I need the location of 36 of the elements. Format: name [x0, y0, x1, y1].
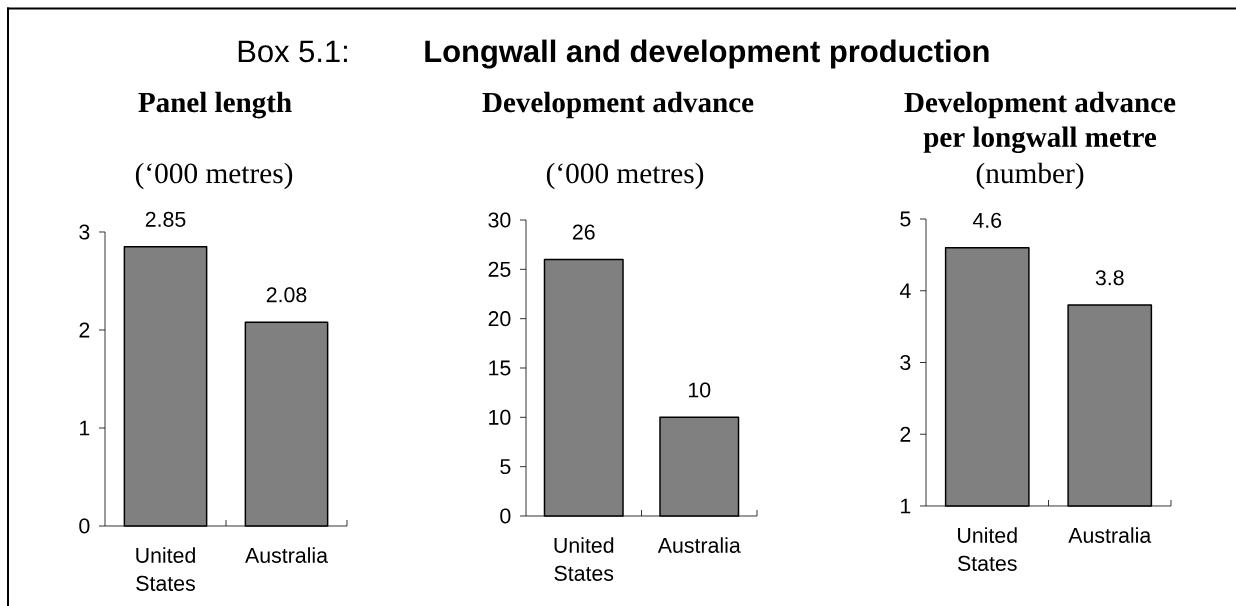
y-tick-label: 1: [901, 498, 911, 514]
y-tick-label: 3: [900, 354, 911, 371]
x-tick-label: Australia: [657, 537, 741, 553]
y-tick-label: 25: [488, 261, 511, 277]
y-tick-label: 2: [900, 426, 911, 442]
data-label: 3.8: [1095, 270, 1124, 286]
y-tick-label: 5: [500, 459, 511, 475]
text: Longwall and development production: [425, 39, 989, 69]
x-tick-label: United States: [136, 547, 195, 591]
chart-title: Panel length: [138, 91, 292, 119]
y-tick-label: 5: [900, 211, 911, 227]
chart-subtitle: (number): [976, 162, 1084, 190]
chart-title: Development advance: [482, 91, 754, 119]
y-tick-label: 0: [79, 518, 90, 534]
x-tick-label: Australia: [1068, 527, 1152, 543]
chart-title: Development advance per longwall metre: [904, 91, 1176, 154]
y-tick-label: 30: [488, 212, 511, 228]
y-tick-label: 15: [489, 360, 511, 376]
data-label: 10: [689, 382, 711, 398]
y-tick-label: 3: [79, 224, 90, 240]
y-tick-label: 2: [79, 322, 90, 338]
y-tick-label: 4: [899, 283, 911, 299]
x-tick-label: United States: [554, 537, 614, 581]
data-label: 2.08: [266, 287, 307, 303]
text: Box 5.1:: [238, 40, 347, 63]
chart-subtitle: (‘000 metres): [546, 162, 704, 190]
y-tick-label: 10: [489, 409, 511, 425]
data-label: 4.6: [972, 212, 1002, 228]
chart-subtitle: (‘000 metres): [135, 162, 293, 190]
y-tick-label: 20: [488, 311, 511, 327]
y-tick-label: 0: [500, 508, 511, 524]
data-label: 2.85: [145, 211, 186, 227]
x-tick-label: United States: [957, 527, 1017, 571]
x-tick-label: Australia: [245, 547, 328, 563]
data-label: 26: [572, 224, 595, 240]
y-tick-label: 1: [80, 420, 90, 436]
